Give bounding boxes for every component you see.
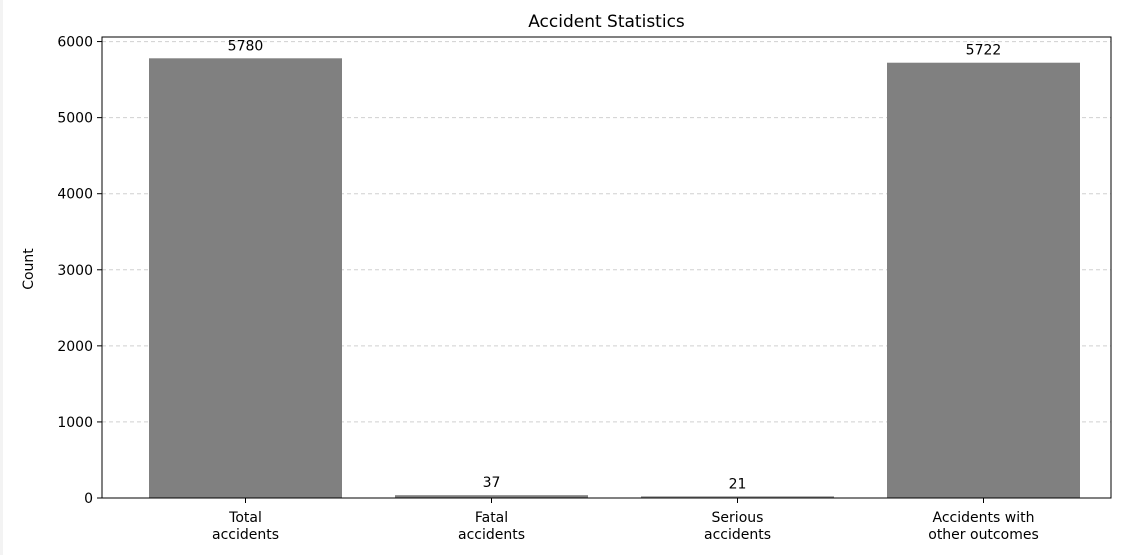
y-tick-label: 0 [84, 491, 93, 507]
x-tick-label-line: accidents [458, 527, 525, 543]
bar-value-label: 21 [729, 476, 747, 492]
x-tick-label: Serious accidents [704, 510, 771, 543]
y-tick-label: 1000 [57, 415, 93, 431]
bar-value-label: 37 [483, 475, 501, 491]
bar [887, 62, 1080, 499]
x-tick-label-line: Total [228, 510, 262, 526]
bars [149, 58, 1080, 499]
chart-title: Accident Statistics [528, 12, 685, 32]
bar [149, 58, 342, 499]
bar [641, 496, 834, 498]
y-tick-label: 6000 [57, 35, 93, 51]
x-tick-label: Fatal accidents [458, 510, 525, 543]
y-tick-label: 3000 [57, 263, 93, 279]
x-tick-label-line: other outcomes [928, 527, 1038, 543]
plot-frame [101, 36, 1112, 499]
bar-value-label: 5722 [966, 43, 1002, 59]
y-tick-label: 4000 [57, 187, 93, 203]
x-tick-label-line: Serious [712, 510, 764, 526]
y-axis-label: Count [21, 248, 37, 290]
x-tick-label-line: Fatal [475, 510, 508, 526]
bar [395, 495, 588, 498]
y-tick-label: 2000 [57, 339, 93, 355]
axes [97, 36, 1112, 503]
x-tick-label-line: accidents [212, 527, 279, 543]
x-tick-label: Accidents with other outcomes [928, 510, 1038, 543]
x-tick-label-line: accidents [704, 527, 771, 543]
x-tick-label: Total accidents [212, 510, 279, 543]
bar-value-label: 5780 [228, 38, 264, 54]
x-tick-label-line: Accidents with [933, 510, 1035, 526]
y-tick-label: 5000 [57, 111, 93, 127]
page-edge [0, 0, 3, 555]
